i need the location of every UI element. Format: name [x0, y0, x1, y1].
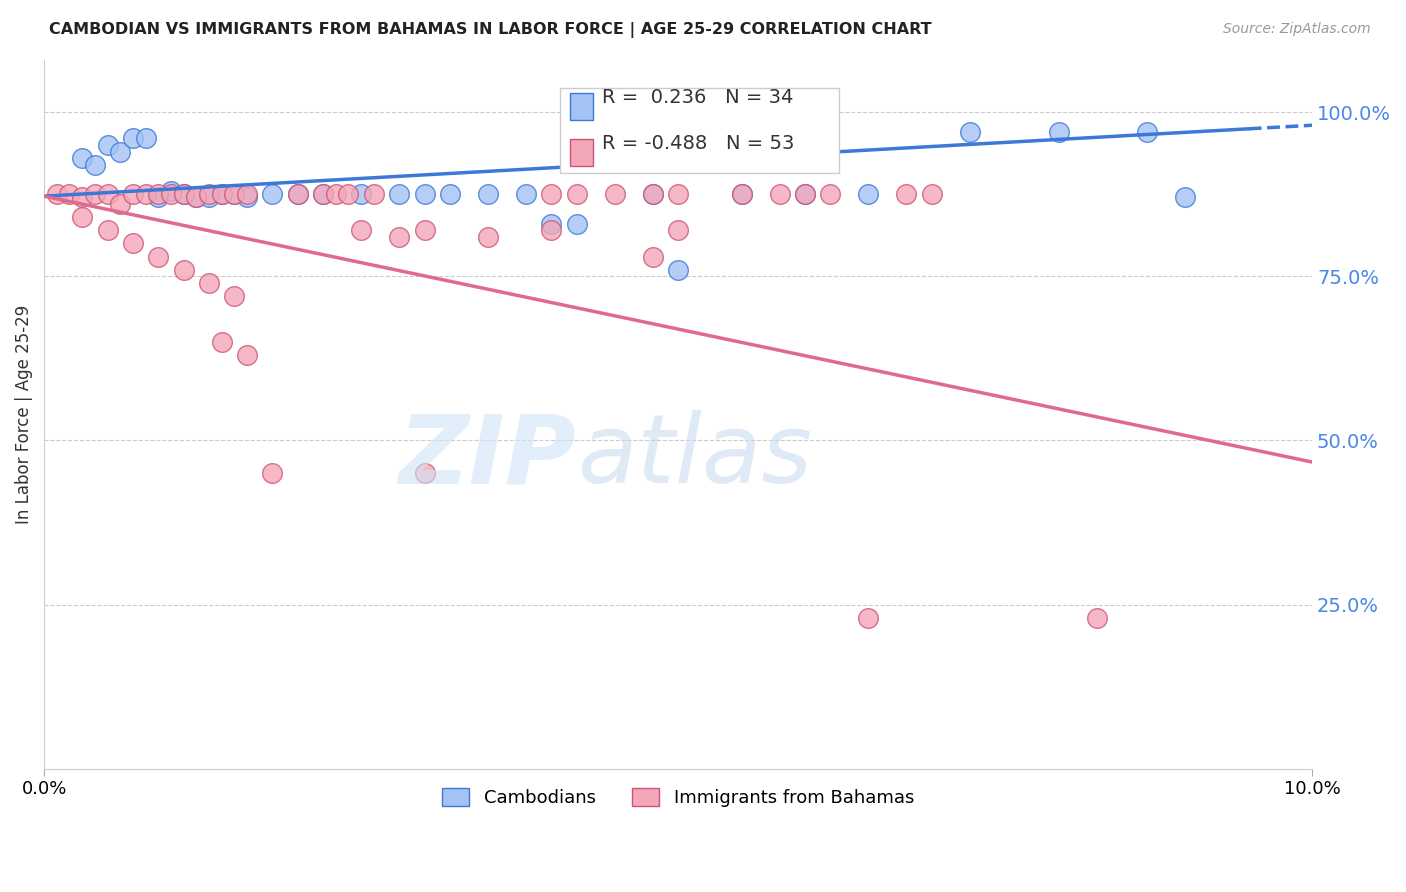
Point — [70, 190, 93, 204]
Point — [236, 190, 259, 204]
Point — [565, 187, 588, 202]
Text: R =  0.236   N = 34: R = 0.236 N = 34 — [602, 87, 793, 107]
Point — [820, 187, 842, 202]
Point — [1174, 190, 1197, 204]
Point — [122, 187, 145, 202]
Point — [730, 187, 752, 202]
Text: CAMBODIAN VS IMMIGRANTS FROM BAHAMAS IN LABOR FORCE | AGE 25-29 CORRELATION CHAR: CAMBODIAN VS IMMIGRANTS FROM BAHAMAS IN … — [49, 22, 932, 38]
FancyBboxPatch shape — [560, 88, 839, 173]
Bar — [571, 139, 593, 166]
Point — [224, 187, 246, 202]
Point — [641, 250, 664, 264]
Point — [96, 137, 118, 152]
Point — [122, 131, 145, 145]
Point — [363, 187, 385, 202]
Point — [388, 230, 411, 244]
Bar — [571, 93, 593, 120]
Point — [413, 187, 436, 202]
Point — [1047, 125, 1070, 139]
Point — [211, 334, 233, 349]
Point — [224, 289, 246, 303]
Point — [198, 276, 221, 290]
Point — [641, 187, 664, 202]
Point — [730, 187, 752, 202]
Point — [83, 187, 105, 202]
Point — [108, 197, 131, 211]
Point — [959, 125, 981, 139]
Point — [211, 187, 233, 202]
Point — [603, 187, 626, 202]
Point — [439, 187, 461, 202]
Text: ZIP: ZIP — [399, 410, 576, 503]
Text: R = -0.488   N = 53: R = -0.488 N = 53 — [602, 134, 794, 153]
Point — [173, 187, 195, 202]
Point — [337, 187, 360, 202]
Point — [198, 190, 221, 204]
Point — [83, 158, 105, 172]
Point — [793, 187, 815, 202]
Text: Source: ZipAtlas.com: Source: ZipAtlas.com — [1223, 22, 1371, 37]
Point — [1136, 125, 1159, 139]
Point — [108, 145, 131, 159]
Point — [70, 210, 93, 224]
Point — [148, 190, 170, 204]
Legend: Cambodians, Immigrants from Bahamas: Cambodians, Immigrants from Bahamas — [433, 779, 922, 816]
Point — [413, 223, 436, 237]
Point — [350, 187, 373, 202]
Point — [515, 187, 537, 202]
Point — [896, 187, 918, 202]
Point — [312, 187, 335, 202]
Point — [262, 187, 284, 202]
Point — [666, 187, 689, 202]
Point — [540, 187, 562, 202]
Point — [540, 217, 562, 231]
Y-axis label: In Labor Force | Age 25-29: In Labor Force | Age 25-29 — [15, 304, 32, 524]
Point — [160, 187, 183, 202]
Point — [148, 187, 170, 202]
Point — [666, 262, 689, 277]
Point — [148, 250, 170, 264]
Point — [1085, 610, 1108, 624]
Point — [45, 187, 67, 202]
Point — [287, 187, 309, 202]
Point — [565, 217, 588, 231]
Point — [921, 187, 943, 202]
Point — [768, 187, 790, 202]
Point — [96, 223, 118, 237]
Point — [793, 187, 815, 202]
Point — [312, 187, 335, 202]
Point — [135, 131, 157, 145]
Point — [58, 187, 80, 202]
Point — [350, 223, 373, 237]
Point — [198, 187, 221, 202]
Point — [186, 190, 208, 204]
Point — [666, 223, 689, 237]
Point — [641, 187, 664, 202]
Point — [173, 187, 195, 202]
Point — [186, 190, 208, 204]
Point — [413, 467, 436, 481]
Point — [160, 184, 183, 198]
Point — [858, 187, 880, 202]
Point — [858, 610, 880, 624]
Point — [211, 187, 233, 202]
Point — [540, 223, 562, 237]
Point — [236, 187, 259, 202]
Point — [122, 236, 145, 251]
Point — [70, 151, 93, 165]
Point — [262, 467, 284, 481]
Point — [388, 187, 411, 202]
Point — [224, 187, 246, 202]
Point — [325, 187, 347, 202]
Text: atlas: atlas — [576, 410, 811, 503]
Point — [287, 187, 309, 202]
Point — [173, 262, 195, 277]
Point — [96, 187, 118, 202]
Point — [135, 187, 157, 202]
Point — [477, 187, 499, 202]
Point — [477, 230, 499, 244]
Point — [236, 348, 259, 362]
